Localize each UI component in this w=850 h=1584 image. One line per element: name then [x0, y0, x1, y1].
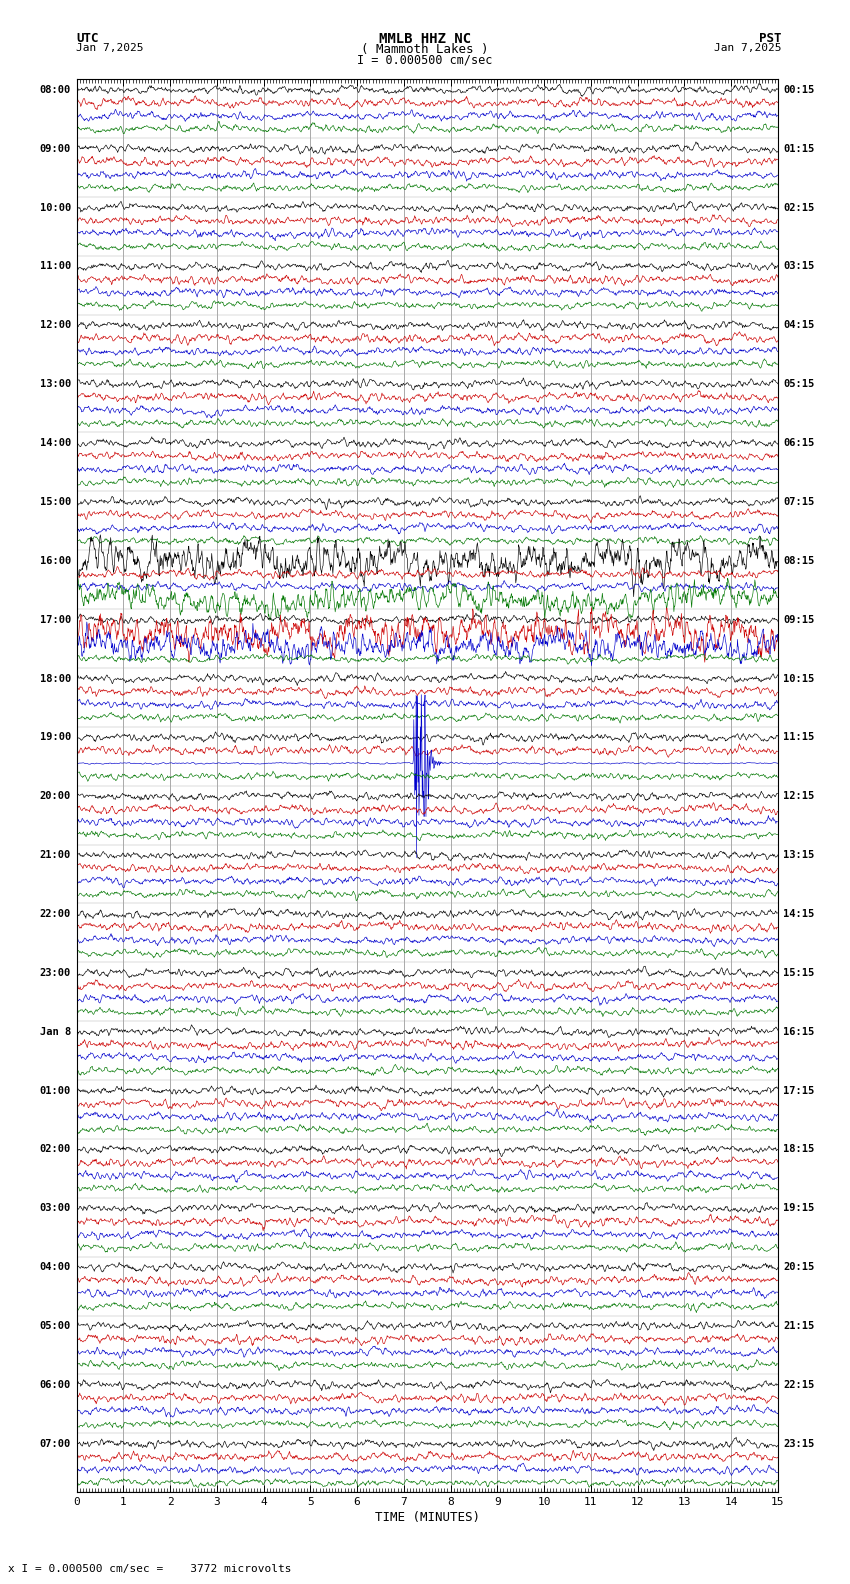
- Text: x I = 0.000500 cm/sec =    3772 microvolts: x I = 0.000500 cm/sec = 3772 microvolts: [8, 1565, 292, 1574]
- Text: 21:15: 21:15: [784, 1321, 814, 1331]
- Text: 08:15: 08:15: [784, 556, 814, 565]
- Text: 07:00: 07:00: [40, 1438, 71, 1449]
- Text: 09:15: 09:15: [784, 615, 814, 624]
- Text: 22:15: 22:15: [784, 1380, 814, 1391]
- Text: 13:15: 13:15: [784, 851, 814, 860]
- Text: 05:15: 05:15: [784, 379, 814, 390]
- X-axis label: TIME (MINUTES): TIME (MINUTES): [375, 1511, 479, 1524]
- Text: 23:00: 23:00: [40, 968, 71, 977]
- Text: 11:15: 11:15: [784, 732, 814, 743]
- Text: 11:00: 11:00: [40, 261, 71, 271]
- Text: 20:00: 20:00: [40, 792, 71, 802]
- Text: 12:15: 12:15: [784, 792, 814, 802]
- Text: 15:15: 15:15: [784, 968, 814, 977]
- Text: 16:15: 16:15: [784, 1026, 814, 1038]
- Text: 18:15: 18:15: [784, 1145, 814, 1155]
- Text: 10:00: 10:00: [40, 203, 71, 212]
- Text: Jan 7,2025: Jan 7,2025: [715, 43, 782, 52]
- Text: 19:00: 19:00: [40, 732, 71, 743]
- Text: 18:00: 18:00: [40, 673, 71, 684]
- Text: 08:00: 08:00: [40, 86, 71, 95]
- Text: 00:15: 00:15: [784, 86, 814, 95]
- Text: 14:15: 14:15: [784, 909, 814, 919]
- Text: PST: PST: [760, 32, 782, 44]
- Text: 03:00: 03:00: [40, 1204, 71, 1213]
- Text: 17:00: 17:00: [40, 615, 71, 624]
- Text: MMLB HHZ NC: MMLB HHZ NC: [379, 32, 471, 46]
- Text: 20:15: 20:15: [784, 1262, 814, 1272]
- Text: 22:00: 22:00: [40, 909, 71, 919]
- Text: 04:00: 04:00: [40, 1262, 71, 1272]
- Text: 02:15: 02:15: [784, 203, 814, 212]
- Text: 17:15: 17:15: [784, 1085, 814, 1096]
- Text: 16:00: 16:00: [40, 556, 71, 565]
- Text: 03:15: 03:15: [784, 261, 814, 271]
- Text: Jan 7,2025: Jan 7,2025: [76, 43, 144, 52]
- Text: 19:15: 19:15: [784, 1204, 814, 1213]
- Text: 12:00: 12:00: [40, 320, 71, 331]
- Text: 14:00: 14:00: [40, 439, 71, 448]
- Text: 01:00: 01:00: [40, 1085, 71, 1096]
- Text: I = 0.000500 cm/sec: I = 0.000500 cm/sec: [357, 54, 493, 67]
- Text: 06:15: 06:15: [784, 439, 814, 448]
- Text: 21:00: 21:00: [40, 851, 71, 860]
- Text: 07:15: 07:15: [784, 497, 814, 507]
- Text: 13:00: 13:00: [40, 379, 71, 390]
- Text: 04:15: 04:15: [784, 320, 814, 331]
- Text: 09:00: 09:00: [40, 144, 71, 154]
- Text: 05:00: 05:00: [40, 1321, 71, 1331]
- Text: 01:15: 01:15: [784, 144, 814, 154]
- Text: 10:15: 10:15: [784, 673, 814, 684]
- Text: Jan 8: Jan 8: [40, 1026, 71, 1038]
- Text: 06:00: 06:00: [40, 1380, 71, 1391]
- Text: 15:00: 15:00: [40, 497, 71, 507]
- Text: 23:15: 23:15: [784, 1438, 814, 1449]
- Text: 02:00: 02:00: [40, 1145, 71, 1155]
- Text: ( Mammoth Lakes ): ( Mammoth Lakes ): [361, 43, 489, 55]
- Text: UTC: UTC: [76, 32, 99, 44]
